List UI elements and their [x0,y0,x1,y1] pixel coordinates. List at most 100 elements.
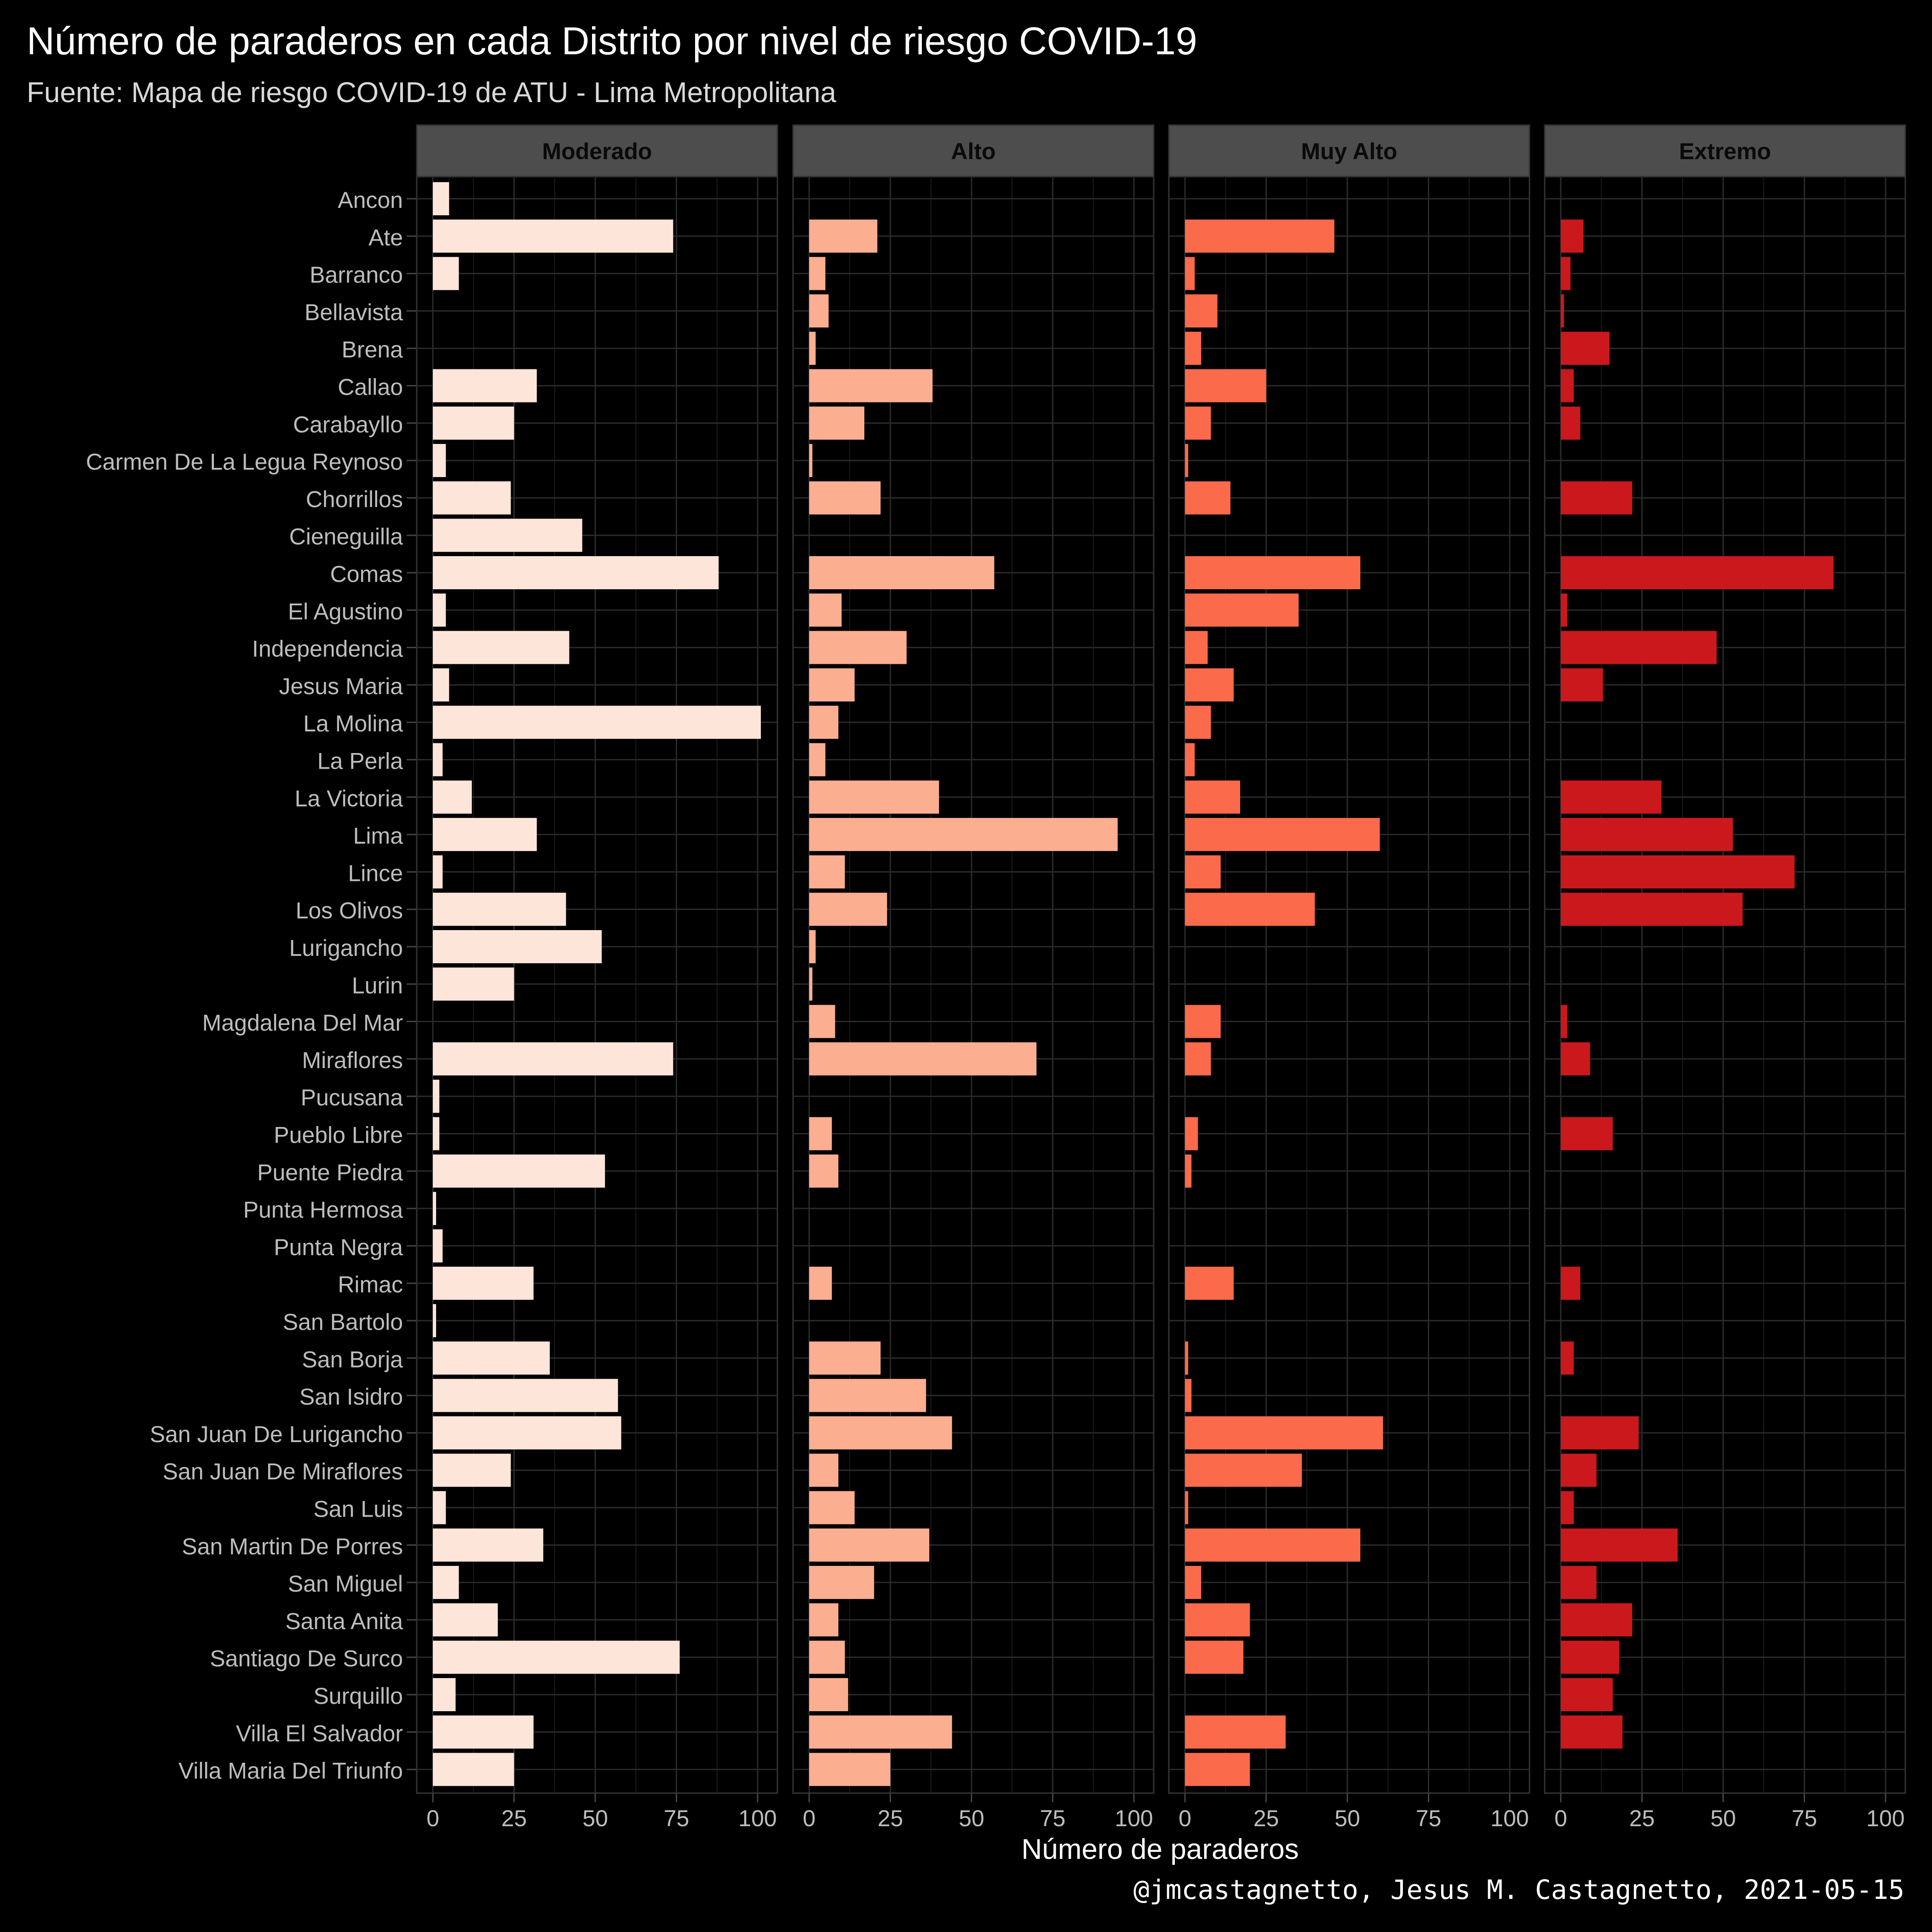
category-label: Villa El Salvador [236,1720,403,1746]
bar [433,1603,498,1637]
bar [1185,855,1221,889]
bar [809,219,878,253]
facet-strip-label: Alto [951,138,995,164]
facet-strip-label: Muy Alto [1301,138,1397,164]
bar [809,668,855,702]
bar [433,593,446,627]
category-label: Lurigancho [289,935,403,961]
category-label: San Juan De Lurigancho [150,1421,403,1447]
category-label: Magdalena Del Mar [202,1010,403,1036]
bar [1561,855,1795,889]
bar [433,1080,440,1113]
category-label: Comas [330,561,403,587]
bar [433,219,673,253]
bar [1561,1678,1613,1711]
bar [433,1416,621,1449]
category-label: Puente Piedra [257,1160,403,1185]
bar [433,1640,680,1674]
bar [433,1379,618,1412]
bar [433,1192,437,1225]
bar [1185,369,1266,402]
bar [433,1678,456,1711]
bar [1185,1154,1192,1188]
bar [1185,593,1299,627]
bar [809,332,816,365]
category-label: San Juan De Miraflores [163,1459,403,1484]
bar [1185,1603,1250,1637]
bar [1185,332,1202,365]
bar [1185,706,1211,739]
facet-strip-label: Moderado [542,138,652,164]
bar [809,556,995,589]
bar [809,1154,839,1188]
x-tick-label: 25 [1629,1806,1655,1831]
bar [1561,1715,1623,1749]
bar [433,1566,459,1599]
bar [1561,1042,1590,1075]
bar [1185,406,1211,440]
bar [1561,406,1581,440]
bar [809,1678,848,1711]
bar [433,892,566,926]
bar [1185,1266,1234,1300]
facet-panel: Alto 0 25 50 75 100 [792,124,1155,1831]
x-tick-label: 0 [426,1806,439,1831]
bar [809,257,826,290]
bar [1561,219,1584,253]
category-label: Los Olivos [296,898,403,924]
bar [809,481,881,515]
bar [433,406,514,440]
bar [433,1528,544,1562]
bar [1185,257,1195,290]
x-tick-label: 50 [1710,1806,1736,1831]
category-label: Carabayllo [293,412,403,437]
bar [1561,332,1610,365]
bar [433,1154,605,1188]
category-label: Ancon [338,187,403,213]
bar [1185,1005,1221,1038]
bar [433,369,537,402]
x-tick-label: 100 [1490,1806,1529,1831]
category-label: Independencia [252,636,403,662]
x-tick-label: 25 [1254,1806,1279,1831]
bar [1561,780,1662,814]
x-tick-label: 50 [582,1806,608,1831]
category-label: Punta Hermosa [243,1197,403,1223]
bar [809,1640,845,1674]
bar [809,1603,839,1637]
bar [1185,1454,1302,1487]
bar [433,444,446,477]
bar [809,706,839,739]
facet-panels: Ancon Ate Barranco Bellavista Brena Callao Car… [86,124,1906,1831]
bar [809,406,865,440]
bar [433,1753,514,1786]
bar [433,967,514,1001]
bar [1185,481,1230,515]
bar [1561,818,1733,851]
bar [433,1117,440,1150]
bar [433,930,602,963]
bar [1185,219,1334,253]
bar [433,1341,550,1375]
bar [1561,1566,1597,1599]
x-tick-label: 100 [738,1806,776,1831]
bar [809,631,907,664]
bar [1561,1005,1568,1038]
category-label: Rimac [338,1272,403,1298]
bar [1185,668,1234,702]
bar [1185,1416,1383,1449]
category-label: Barranco [310,262,403,288]
category-label: La Victoria [295,786,403,811]
bar [433,780,472,814]
bar [433,855,443,889]
bar [1185,743,1195,776]
bar [1185,1753,1250,1786]
category-label: Miraflores [302,1047,403,1073]
bar [1185,1042,1211,1075]
x-tick-label: 50 [959,1806,984,1831]
category-label: Ate [368,224,403,250]
bar [1561,593,1568,627]
facet-strip [416,124,778,178]
bar [1185,444,1189,477]
bar [433,1229,443,1263]
